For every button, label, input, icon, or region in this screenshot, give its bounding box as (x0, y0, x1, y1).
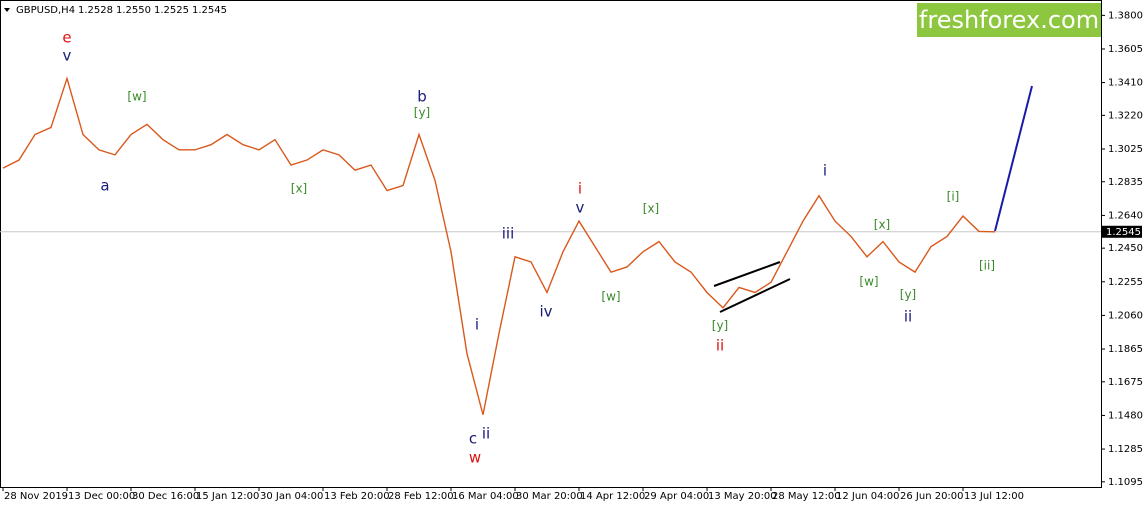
wave-label: c (469, 430, 477, 448)
y-tick-label: 1.3605 (1108, 44, 1143, 55)
x-tick-label: 16 Mar 04:00 (452, 491, 519, 502)
wave-label: ii (482, 425, 490, 443)
x-tick-label: 13 May 20:00 (708, 491, 777, 502)
y-tick-label: 1.1865 (1108, 344, 1143, 355)
last-price-label: 1.2545 (1106, 227, 1141, 238)
wave-label: e (62, 29, 71, 47)
x-tick-label: 15 Jan 12:00 (196, 491, 259, 502)
logo-box (917, 3, 1101, 37)
wave-label: [x] (874, 218, 890, 232)
wave-label: w (469, 449, 481, 467)
projection-line (994, 85, 1033, 232)
y-tick-label: 1.3220 (1108, 110, 1143, 121)
wave-label: ii (904, 308, 912, 326)
x-tick-label: 29 Apr 04:00 (644, 491, 709, 502)
plot-frame (0, 0, 1102, 488)
y-tick-label: 1.2450 (1108, 243, 1143, 254)
wave-label: [x] (643, 202, 659, 216)
open: 1.2528 (78, 5, 113, 16)
wave-label: i (823, 162, 827, 180)
channel-line (719, 278, 791, 313)
menu-arrow[interactable] (4, 8, 10, 12)
y-tick-label: 1.2835 (1108, 177, 1143, 188)
x-tick-label: 13 Jul 12:00 (964, 491, 1024, 502)
wave-label: i (578, 180, 582, 198)
y-tick-label: 1.1480 (1108, 410, 1143, 421)
y-tick-label: 1.3025 (1108, 144, 1143, 155)
x-tick-label: 13 Feb 20:00 (324, 491, 390, 502)
wave-label: a (100, 177, 109, 195)
wave-label: [ii] (979, 259, 995, 273)
y-tick-label: 1.3410 (1108, 78, 1143, 89)
wave-label: ii (716, 337, 724, 355)
wave-label: v (63, 47, 72, 65)
x-tick-label: 28 Nov 2019 (4, 491, 68, 502)
symbol: GBPUSD,H4 (16, 5, 75, 16)
wave-label: iii (502, 225, 515, 243)
wave-label: [y] (414, 106, 430, 120)
high: 1.2550 (116, 5, 151, 16)
x-tick-label: 30 Dec 16:00 (132, 491, 199, 502)
wave-label: [w] (127, 90, 146, 104)
channel-line (713, 261, 781, 287)
wave-label: [w] (859, 275, 878, 289)
y-tick-label: 1.1675 (1108, 377, 1143, 388)
x-tick-label: 14 Apr 12:00 (580, 491, 645, 502)
x-tick-label: 12 Jun 04:00 (836, 491, 900, 502)
y-tick-label: 1.2255 (1108, 277, 1143, 288)
wave-label: [w] (601, 290, 620, 304)
wave-label: iv (539, 303, 552, 321)
y-tick-label: 1.1095 (1108, 477, 1143, 488)
wave-label: [i] (947, 190, 960, 204)
price-line-series (2, 76, 996, 415)
y-tick-label: 1.2060 (1108, 310, 1143, 321)
last-price-tag (1102, 225, 1142, 238)
wave-label: i (475, 316, 479, 334)
wave-label: [y] (712, 319, 728, 333)
y-tick-label: 1.1285 (1108, 444, 1143, 455)
x-tick-label: 30 Mar 20:00 (516, 491, 583, 502)
x-tick-label: 13 Dec 00:00 (68, 491, 135, 502)
x-tick-label: 26 Jun 20:00 (900, 491, 964, 502)
x-tick-label: 28 May 12:00 (772, 491, 841, 502)
low: 1.2525 (154, 5, 189, 16)
logo: freshforex.com (919, 6, 1099, 34)
wave-label: b (417, 88, 427, 106)
close: 1.2545 (192, 5, 227, 16)
y-tick-label: 1.2640 (1108, 210, 1143, 221)
wave-label: v (576, 199, 585, 217)
x-tick-label: 28 Feb 12:00 (388, 491, 454, 502)
wave-label: [x] (291, 182, 307, 196)
x-tick-label: 30 Jan 04:00 (260, 491, 323, 502)
wave-label: [y] (900, 288, 916, 302)
y-tick-label: 1.3800 (1108, 10, 1143, 21)
